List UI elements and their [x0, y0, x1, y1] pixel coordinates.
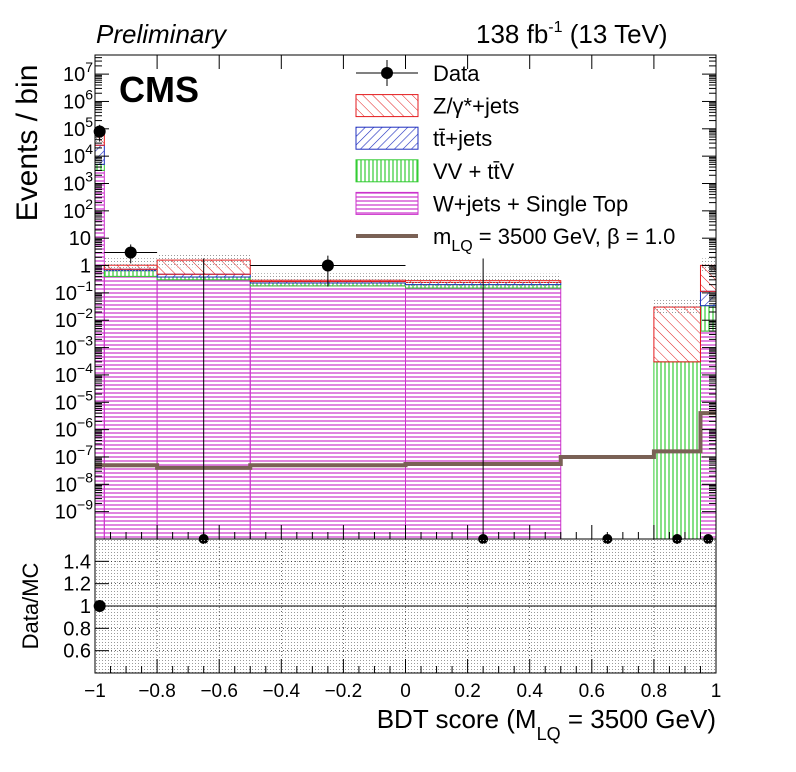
y-tick-label: 10−3 — [55, 333, 93, 360]
legend-label: tt̄+jets — [433, 126, 492, 151]
main-plot-area: 10−910−810−710−610−510−410−310−210−11 10 1… — [55, 54, 717, 544]
mc-uncertainty-band — [653, 300, 701, 315]
x-tick-label: −0.2 — [325, 681, 363, 702]
y-tick-label: 104 — [63, 141, 93, 168]
x-axis-label: BDT score (MLQ = 3500 GeV) — [377, 704, 716, 744]
x-tick-label: −0.8 — [138, 681, 176, 702]
y-tick-label: 10−7 — [55, 442, 93, 469]
x-tick-label: −0.6 — [200, 681, 238, 702]
x-tick-label: −1 — [84, 681, 106, 702]
legend-label: mLQ = 3500 GeV, β = 1.0 — [433, 224, 675, 255]
legend-entry-wjets: W+jets + Single Top — [355, 191, 628, 216]
ratio-y-axis-label: Data/MC — [18, 562, 43, 649]
y-tick-label: 10−9 — [55, 497, 93, 524]
legend-swatch-zjets — [355, 94, 419, 118]
y-tick-label: 10−6 — [55, 415, 93, 442]
legend-label: Z/γ*+jets — [433, 94, 519, 119]
legend-label: Data — [433, 61, 480, 86]
ratio-plot-area: 0.60.811.21.4−1 −0.8 −0.6 −0.4 −0.2 0 0.2 0.4 0.… — [63, 538, 722, 702]
ratio-y-tick-label: 0.8 — [63, 618, 91, 640]
x-tick-label: 0 — [400, 681, 411, 702]
x-tick-label: 0.2 — [454, 681, 480, 702]
bar-wjets — [103, 275, 158, 540]
legend-entry-zjets: Z/γ*+jets — [355, 94, 519, 119]
bar-wjets — [94, 169, 105, 540]
x-tick-label: 0.6 — [579, 681, 605, 702]
y-tick-label: 103 — [63, 168, 93, 195]
y-tick-label: 10 — [69, 228, 91, 250]
legend-entry-ttbar: tt̄+jets — [355, 126, 492, 151]
bar-zjets — [653, 306, 701, 363]
legend-swatch-wjets — [355, 191, 419, 215]
legend-swatch-ttbar — [355, 126, 419, 150]
ratio-data-point — [93, 600, 106, 612]
x-tick-label: 0.8 — [641, 681, 667, 702]
bar-wjets — [249, 285, 406, 540]
mc-uncertainty-band — [104, 258, 158, 273]
y-tick-label: 10−5 — [55, 387, 93, 414]
ratio-y-tick-label: 1.2 — [63, 574, 91, 596]
signal-line — [95, 411, 716, 470]
y-tick-label: 102 — [63, 196, 93, 223]
x-tick-label: 1 — [711, 681, 722, 702]
y-tick-label: 105 — [63, 114, 93, 141]
legend-swatch-vv — [355, 159, 419, 183]
legend-entry-vv: VV + tt̄V — [355, 159, 515, 184]
preliminary-label: Preliminary — [96, 19, 228, 49]
y-tick-label: 10−8 — [55, 469, 93, 496]
bar-vv — [699, 305, 717, 332]
x-tick-label: −0.4 — [263, 681, 301, 702]
y-tick-label: 1 — [80, 256, 91, 278]
y-tick-label: 10−2 — [55, 305, 93, 332]
y-tick-label: 10−4 — [55, 360, 93, 387]
legend-entry-data: Data — [356, 60, 480, 86]
cms-logo-text: CMS — [119, 69, 199, 110]
ratio-y-tick-label: 0.6 — [63, 641, 91, 663]
legend-entry-signal: mLQ = 3500 GeV, β = 1.0 — [356, 224, 675, 255]
legend-data-marker — [381, 67, 393, 79]
x-tick-label: 0.4 — [516, 681, 543, 702]
data-point — [124, 246, 137, 259]
y-tick-label: 107 — [63, 59, 93, 86]
data-point — [321, 259, 334, 272]
legend: Data Z/γ*+jets tt̄+jets VV + tt̄V W+jets + S… — [355, 60, 675, 255]
legend-label: VV + tt̄V — [433, 159, 515, 184]
y-tick-label: 10−1 — [55, 278, 93, 305]
y-tick-label: 106 — [63, 86, 93, 113]
y-axis-label: Events / bin — [11, 65, 44, 222]
ratio-y-tick-label: 1 — [80, 596, 91, 618]
ratio-y-tick-label: 1.4 — [63, 551, 91, 573]
legend-label: W+jets + Single Top — [433, 191, 628, 216]
luminosity-label: 138 fb-1 (13 TeV) — [476, 19, 668, 49]
